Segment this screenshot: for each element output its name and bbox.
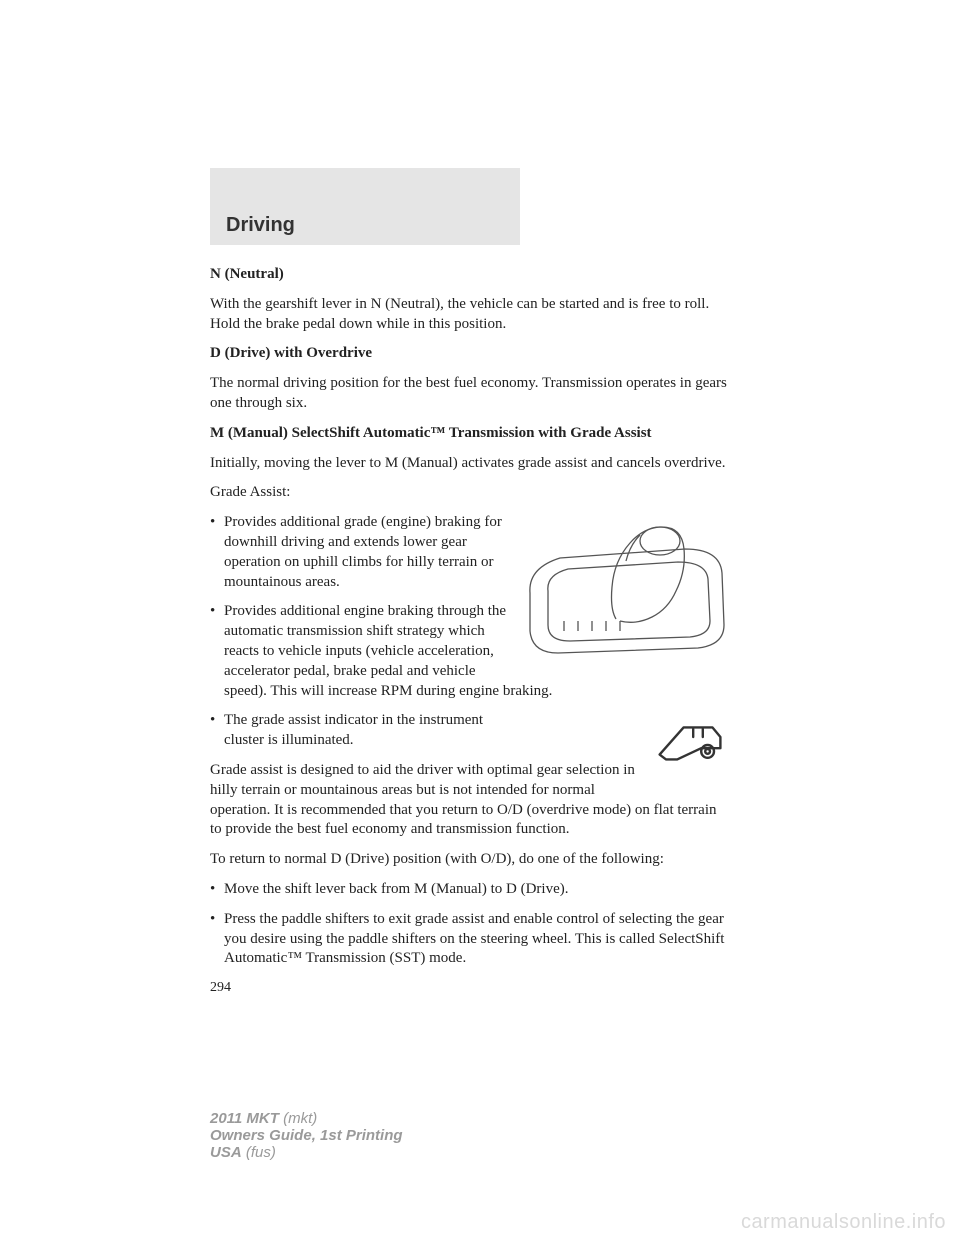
return-list: Move the shift lever back from M (Manual…: [210, 880, 730, 969]
section-tab: Driving: [210, 168, 520, 245]
paragraph-neutral: With the gearshift lever in N (Neutral),…: [210, 295, 730, 335]
footer-region: USA: [210, 1144, 242, 1161]
footer-line-2: Owners Guide, 1st Printing: [210, 1127, 403, 1144]
footer-line-1: 2011 MKT (mkt): [210, 1110, 403, 1127]
heading-drive: D (Drive) with Overdrive: [210, 344, 730, 364]
watermark-text: carmanualsonline.info: [741, 1211, 946, 1234]
section-title: Driving: [226, 214, 295, 237]
footer-block: 2011 MKT (mkt) Owners Guide, 1st Printin…: [210, 1110, 403, 1161]
content-column: Driving N (Neutral) With the gearshift l…: [210, 168, 730, 1008]
list-item: Provides additional engine braking throu…: [210, 602, 730, 701]
heading-neutral: N (Neutral): [210, 265, 730, 285]
paragraph-return: To return to normal D (Drive) position (…: [210, 850, 730, 870]
footer-model-code: (mkt): [279, 1110, 317, 1127]
paragraph-drive: The normal driving position for the best…: [210, 374, 730, 414]
list-item: Press the paddle shifters to exit grade …: [210, 910, 730, 969]
footer-line-3: USA (fus): [210, 1144, 403, 1161]
list-item: Move the shift lever back from M (Manual…: [210, 880, 730, 900]
footer-region-code: (fus): [242, 1144, 276, 1161]
footer-guide: Owners Guide, 1st Printing: [210, 1127, 403, 1144]
heading-manual: M (Manual) SelectShift Automatic™ Transm…: [210, 424, 730, 444]
page-number: 294: [210, 979, 730, 997]
paragraph-manual: Initially, moving the lever to M (Manual…: [210, 454, 730, 474]
list-item: Provides additional grade (engine) braki…: [210, 513, 524, 592]
grade-assist-label: Grade Assist:: [210, 483, 730, 503]
page: Driving N (Neutral) With the gearshift l…: [0, 0, 960, 1242]
grade-assist-icon: [650, 711, 730, 771]
list-item: The grade assist indicator in the instru…: [210, 711, 524, 751]
grade-assist-badge-illustration: [650, 711, 730, 776]
footer-model: 2011 MKT: [210, 1110, 279, 1127]
